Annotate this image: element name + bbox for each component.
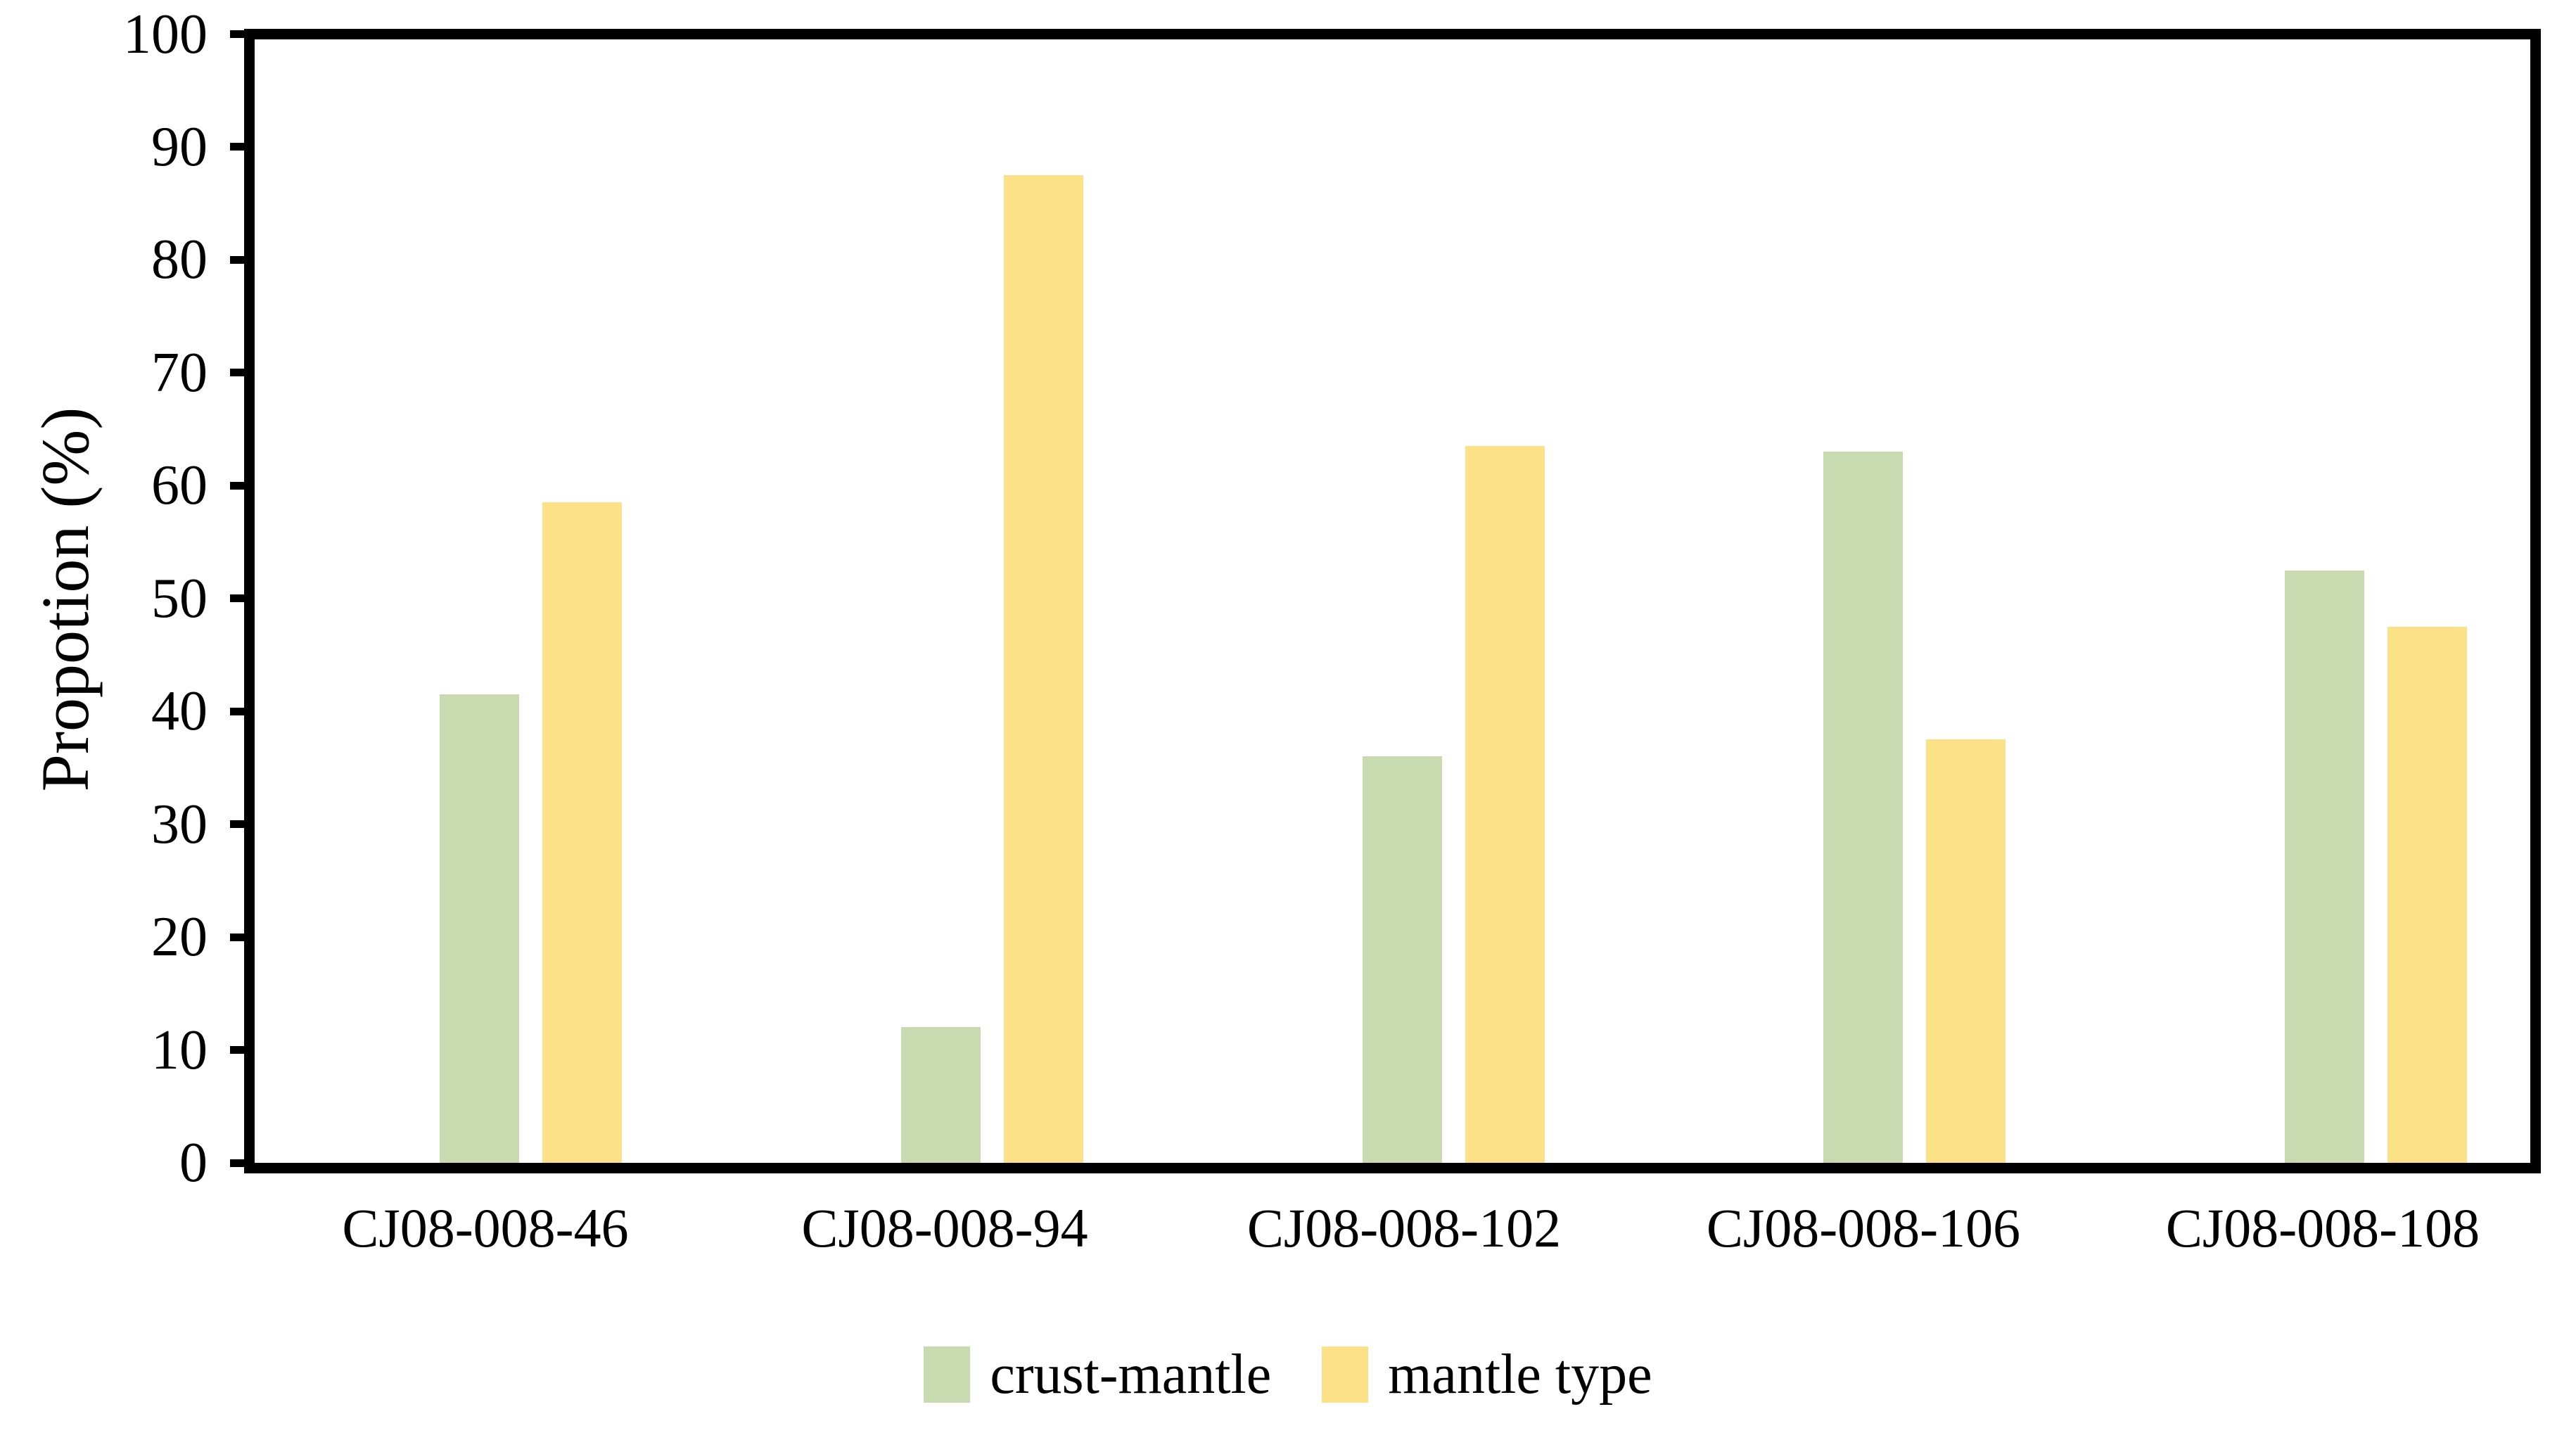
y-tick-mark-20 [230,933,244,941]
y-tick-mark-70 [230,369,244,377]
y-tick-label-80: 80 [151,229,208,291]
bar-mantle-type-CJ08-008-106 [1926,739,2006,1163]
legend-entry-crust-mantle: crust-mantle [924,1341,1271,1408]
plot-area-frame [244,29,2541,1173]
y-tick-label-50: 50 [151,567,208,630]
y-tick-label-0: 0 [179,1132,208,1194]
legend-swatch-mantle-type [1322,1346,1369,1403]
bar-crust-mantle-CJ08-008-108 [2285,570,2364,1163]
x-category-label-CJ08-008-106: CJ08-008-106 [1706,1197,2021,1259]
y-tick-label-90: 90 [151,115,208,178]
y-tick-mark-80 [230,255,244,264]
bar-crust-mantle-CJ08-008-46 [440,694,519,1163]
y-tick-label-40: 40 [151,680,208,743]
y-tick-mark-90 [230,143,244,151]
bar-mantle-type-CJ08-008-94 [1003,175,1083,1163]
y-tick-mark-0 [230,1159,244,1167]
bar-mantle-type-CJ08-008-108 [2387,626,2467,1163]
bar-crust-mantle-CJ08-008-102 [1362,756,1442,1163]
y-tick-mark-50 [230,594,244,603]
y-tick-mark-10 [230,1046,244,1054]
x-category-label-CJ08-008-94: CJ08-008-94 [801,1197,1088,1259]
legend-label-mantle-type: mantle type [1388,1344,1652,1406]
y-tick-label-100: 100 [123,3,208,65]
y-tick-mark-30 [230,820,244,829]
bar-crust-mantle-CJ08-008-94 [900,1027,981,1163]
legend-entry-mantle-type: mantle type [1322,1341,1652,1408]
bar-mantle-type-CJ08-008-102 [1465,446,1545,1163]
bar-crust-mantle-CJ08-008-106 [1823,452,1904,1163]
y-tick-label-20: 20 [151,906,208,969]
x-category-label-CJ08-008-102: CJ08-008-102 [1246,1197,1562,1259]
bar-mantle-type-CJ08-008-46 [542,502,622,1163]
y-tick-label-60: 60 [151,454,208,517]
legend-swatch-crust-mantle [924,1346,971,1403]
y-tick-label-30: 30 [151,793,208,855]
x-category-label-CJ08-008-46: CJ08-008-46 [342,1197,629,1259]
y-tick-mark-60 [230,481,244,490]
y-tick-label-10: 10 [151,1019,208,1081]
legend-label-crust-mantle: crust-mantle [990,1344,1272,1406]
y-tick-mark-100 [230,30,244,38]
y-tick-mark-40 [230,707,244,715]
x-category-label-CJ08-008-108: CJ08-008-108 [2165,1197,2480,1259]
legend: crust-mantle mantle type [0,1341,2576,1408]
y-tick-label-70: 70 [151,341,208,404]
